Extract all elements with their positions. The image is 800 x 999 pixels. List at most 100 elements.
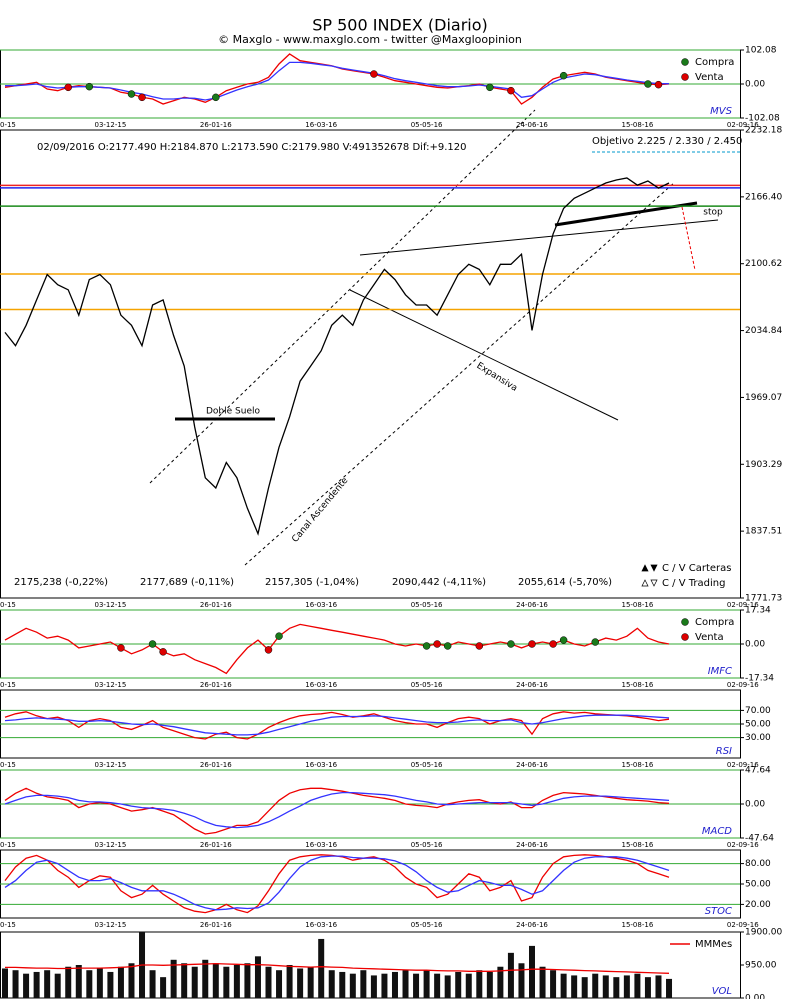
objective: Objetivo 2.225 / 2.330 / 2.450 <box>592 136 742 147</box>
panel-frame <box>0 129 741 599</box>
volume-bar <box>613 977 620 998</box>
volume-bar <box>75 965 82 998</box>
volume-bar <box>328 970 335 998</box>
y-tick-label: 50.00 <box>745 720 771 730</box>
x-tick-label: 15-08-16 <box>622 681 654 689</box>
volume-bar <box>391 971 398 998</box>
x-tick-label: 03-12-15 <box>95 921 127 929</box>
volume-bar <box>170 959 177 998</box>
volume-bar <box>318 938 325 998</box>
level-label: 2175,238 (-0,22%) <box>14 577 108 588</box>
volume-bar <box>349 973 356 998</box>
signal-dot <box>127 90 136 98</box>
x-tick-label: 24-06-16 <box>516 921 548 929</box>
x-tick-label: 15-08-16 <box>622 841 654 849</box>
volume-bar <box>666 978 673 998</box>
volume-bar <box>202 959 209 998</box>
x-tick-label: 26-01-16 <box>200 921 232 929</box>
volume-bar <box>518 963 525 998</box>
legend-symbol <box>641 564 649 572</box>
x-tick-label: 24-06-16 <box>516 761 548 769</box>
x-tick-label: 03-12-15 <box>95 121 127 129</box>
y-tick-label: 50.00 <box>745 880 771 890</box>
y-tick-label: 17.34 <box>745 606 771 616</box>
volume-bar <box>12 970 19 998</box>
volume-bar <box>560 973 567 998</box>
annotation: Expansiva <box>475 361 519 394</box>
y-tick-label: 0.00 <box>745 80 765 90</box>
legend-label: Compra <box>695 57 734 68</box>
volume-bar <box>571 975 578 998</box>
x-tick-label: 15-08-16 <box>622 121 654 129</box>
series-line <box>5 962 670 974</box>
y-tick-label: 2166.40 <box>745 192 782 202</box>
expansive-line <box>349 289 619 421</box>
volume-bar <box>581 977 588 998</box>
x-tick-label: 16-03-16 <box>305 601 337 609</box>
x-tick-label: 03-12-15 <box>95 761 127 769</box>
volume-bar <box>44 970 51 998</box>
x-tick-label: 16-03-16 <box>305 681 337 689</box>
x-tick-label: 02-09-16 <box>727 121 759 129</box>
signal-dot <box>64 83 72 92</box>
volume-bar <box>2 968 8 998</box>
legend-label: Venta <box>695 72 724 83</box>
signal-dot <box>138 93 146 102</box>
x-tick-label: 02-09-16 <box>727 681 759 689</box>
signal-dot <box>486 83 494 92</box>
level-label: 2177,689 (-0,11%) <box>140 577 234 588</box>
series-line <box>4 53 670 105</box>
volume-bar <box>307 966 314 998</box>
x-tick-label: 15-08-16 <box>622 601 654 609</box>
stop-arrow <box>681 206 696 271</box>
volume-bar <box>128 963 135 998</box>
volume-bar <box>486 971 493 998</box>
legend-label: C / V Carteras <box>662 563 731 574</box>
y-tick-label: 0.00 <box>745 640 765 650</box>
volume-bar <box>497 966 504 998</box>
volume-bar <box>623 975 630 998</box>
volume-bar <box>602 975 609 998</box>
y-tick-label: 950.00 <box>745 961 777 971</box>
x-tick-label: 02-09-16 <box>727 841 759 849</box>
legend-symbol <box>641 579 649 587</box>
volume-bar <box>444 975 451 998</box>
x-tick-label: 0-15 <box>0 121 16 129</box>
y-tick-label: 30.00 <box>745 733 771 743</box>
x-tick-label: 16-03-16 <box>305 121 337 129</box>
x-tick-label: 03-12-15 <box>95 841 127 849</box>
panel-label: VOL <box>712 986 732 997</box>
volume-bar <box>160 977 167 998</box>
x-tick-label: 26-01-16 <box>200 841 232 849</box>
expansive-line <box>359 219 719 256</box>
y-tick-label: -102.08 <box>745 114 780 124</box>
volume-bar <box>550 970 557 998</box>
legend-label: MMMes <box>695 939 732 950</box>
legend-label: C / V Trading <box>662 578 725 589</box>
signal-dot <box>507 86 515 95</box>
chart-title: SP 500 INDEX (Diario) <box>312 16 488 35</box>
y-tick-label: -47.64 <box>745 834 774 844</box>
x-tick-label: 16-03-16 <box>305 841 337 849</box>
annotation: stop <box>703 208 723 218</box>
signal-dot <box>433 640 441 648</box>
signal-dot <box>549 640 557 648</box>
volume-bar <box>360 970 367 998</box>
x-tick-label: 26-01-16 <box>200 121 232 129</box>
chart-subtitle: © Maxglo - www.maxglo.com - twitter @Max… <box>218 33 522 46</box>
volume-bar <box>370 975 377 998</box>
volume-bar <box>413 973 420 998</box>
signal-dot <box>528 640 536 648</box>
x-tick-label: 05-05-16 <box>411 601 443 609</box>
volume-bar <box>65 966 72 998</box>
x-tick-label: 02-09-16 <box>727 601 759 609</box>
annotation: Doble Suelo <box>206 407 261 417</box>
series-line <box>4 787 670 835</box>
y-tick-label: 2034.84 <box>745 326 782 336</box>
volume-bar <box>33 971 40 998</box>
y-tick-label: 0.00 <box>745 994 765 999</box>
volume-bar <box>423 970 430 998</box>
volume-bar <box>402 970 409 998</box>
